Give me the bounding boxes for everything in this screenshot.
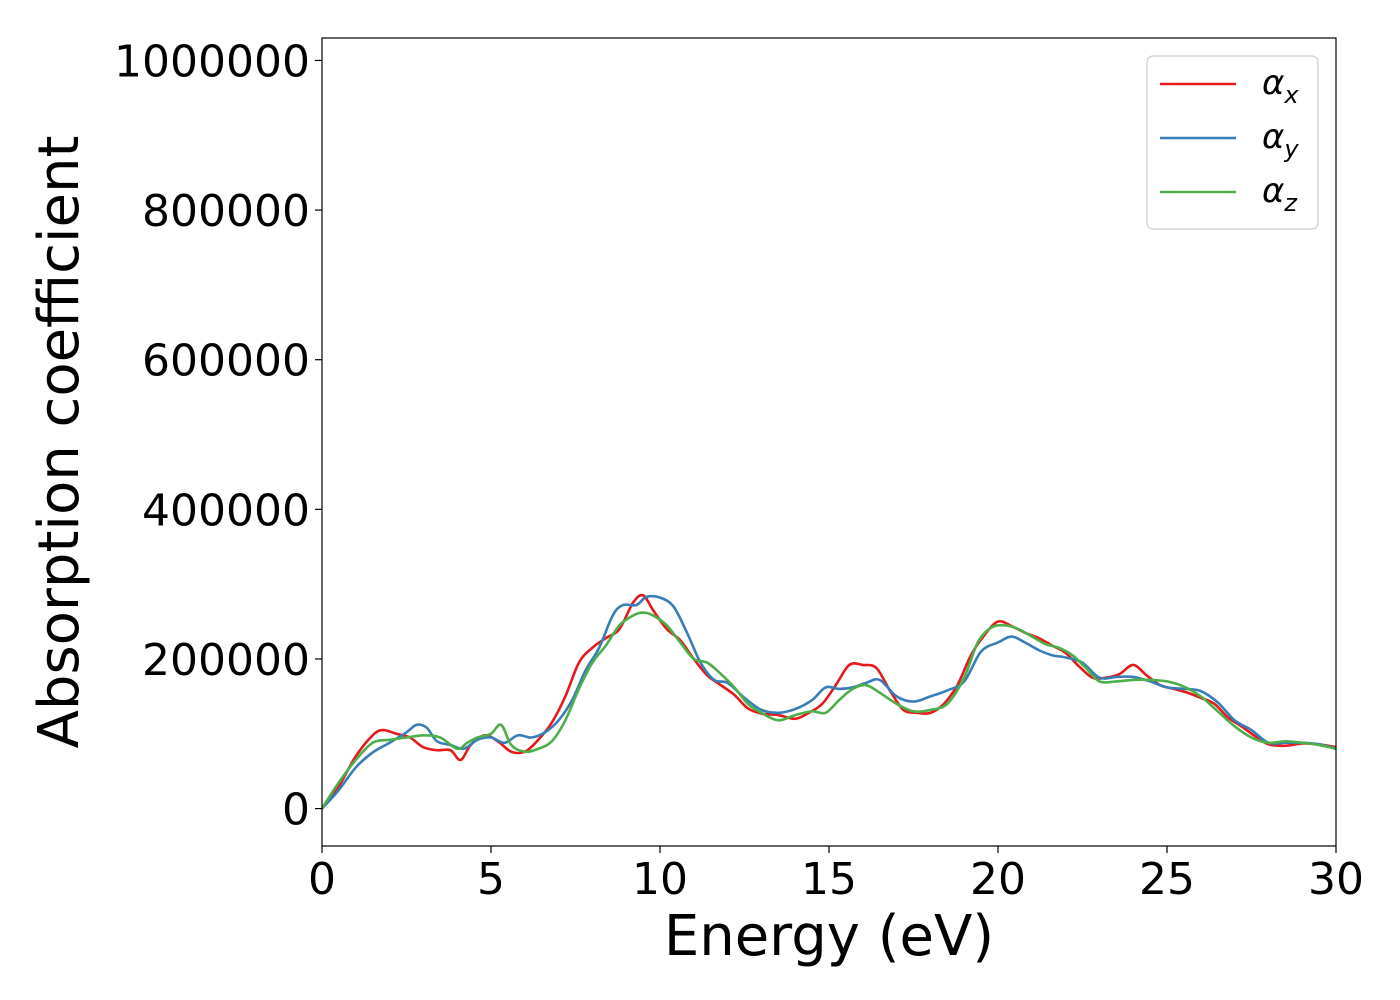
x-tick-label: 20	[970, 854, 1026, 905]
y-tick-label: 0	[282, 785, 310, 836]
x-axis-title: Energy (eV)	[664, 904, 994, 969]
x-tick-label: 5	[477, 854, 505, 905]
y-axis: 0 200000 400000 600000 800000 1000000	[114, 36, 322, 836]
y-tick-label: 400000	[142, 485, 310, 536]
y-tick-label: 600000	[142, 336, 310, 387]
legend-label-main: α	[1262, 117, 1284, 157]
legend-label-sub: y	[1283, 135, 1299, 163]
x-tick-label: 30	[1308, 854, 1364, 905]
x-axis: 0 5 10 15 20 25 30	[308, 846, 1364, 905]
y-tick-label: 1000000	[114, 36, 310, 87]
legend-label-main: α	[1262, 171, 1284, 211]
y-tick-label: 800000	[142, 186, 310, 237]
legend-label-z: αz	[1262, 171, 1298, 217]
x-tick-label: 15	[801, 854, 857, 905]
plot-area	[322, 593, 1336, 810]
legend-label-y: αy	[1262, 117, 1299, 163]
legend-label-sub: x	[1283, 81, 1299, 109]
legend-label-main: α	[1262, 63, 1284, 103]
legend-label-sub: z	[1283, 189, 1298, 217]
series-layer	[322, 593, 1336, 810]
legend-label-x: αx	[1262, 63, 1299, 109]
legend-box	[1146, 55, 1319, 230]
x-tick-label: 0	[308, 854, 336, 905]
y-axis-title: Absorption coefficient	[27, 136, 92, 749]
series-line-z	[322, 611, 1336, 810]
x-tick-label: 25	[1139, 854, 1195, 905]
y-tick-label: 200000	[142, 635, 310, 686]
x-tick-label: 10	[632, 854, 688, 905]
